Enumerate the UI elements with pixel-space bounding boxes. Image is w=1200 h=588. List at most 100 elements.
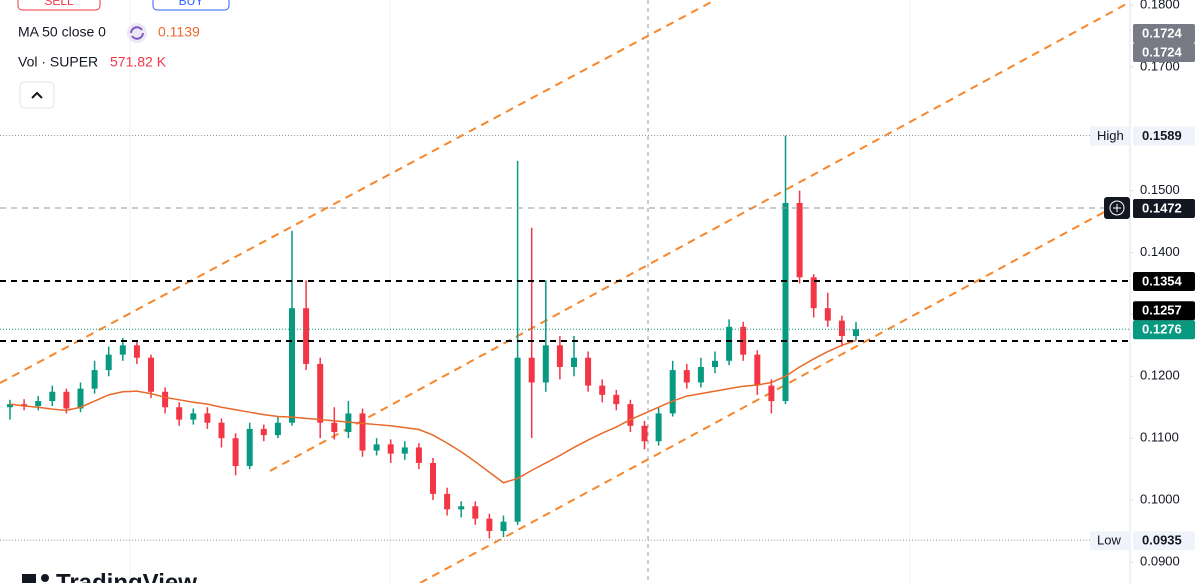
candle-body: [556, 345, 563, 368]
candle-body: [782, 202, 789, 402]
candle-body: [190, 413, 197, 420]
candle-body: [571, 357, 577, 368]
ma-line: [9, 339, 857, 484]
candle-body: [754, 354, 761, 386]
candle-body: [458, 506, 465, 510]
candle-body: [289, 308, 295, 423]
logo-dot: [41, 574, 49, 582]
logo-text: TradingView: [56, 569, 197, 583]
candle-body: [613, 394, 620, 405]
candle-body: [726, 326, 733, 361]
logo-mark: [22, 574, 36, 588]
price-tag-label: 0.1589: [1142, 128, 1182, 143]
candle-body: [472, 506, 479, 519]
candle-body: [824, 308, 831, 321]
candle-body: [317, 363, 324, 423]
candle-body: [853, 329, 859, 337]
y-tick-label: 0.1500: [1140, 182, 1180, 197]
buy-label[interactable]: BUY: [179, 0, 204, 8]
candle-body: [415, 447, 422, 463]
candle-body: [373, 444, 380, 451]
price-tag-label: 0.0935: [1142, 533, 1182, 548]
candle-body: [641, 425, 648, 442]
price-tag-name: High: [1097, 128, 1124, 143]
price-tag-name-box: [1090, 126, 1130, 146]
candle-body: [585, 357, 592, 386]
candle-body: [63, 391, 70, 409]
crosshair-plus: [1113, 203, 1121, 212]
candle-body: [176, 407, 183, 420]
candle-body: [514, 357, 521, 522]
price-tag-name: Low: [1097, 533, 1121, 548]
sell-button[interactable]: [17, 0, 101, 11]
grid: [129, 0, 911, 583]
y-tick-label: 0.1200: [1140, 368, 1180, 383]
price-tag-label: 0.1724: [1142, 44, 1183, 59]
price-tag: [1133, 198, 1195, 218]
candle-body: [204, 413, 211, 423]
candle-body: [683, 370, 690, 383]
candle-body: [359, 413, 366, 451]
price-tag: [1133, 42, 1195, 62]
price-tag: [1133, 271, 1195, 291]
price-axis: 0.18000.17000.15000.14000.13000.12000.11…: [1090, 0, 1195, 568]
candle-body: [768, 385, 775, 402]
ma-label: MA 50 close 0: [18, 24, 106, 40]
candle-body: [599, 385, 606, 395]
y-tick-label: 0.0900: [1140, 553, 1180, 568]
candle-body: [232, 438, 239, 467]
candle-body: [838, 320, 845, 337]
crosshair-plus-ring: [1109, 200, 1125, 216]
candle-body: [7, 404, 13, 408]
candle-body: [303, 308, 310, 364]
candle-body: [669, 370, 676, 414]
candle-body: [430, 462, 436, 494]
price-tag-name-box: [1090, 531, 1130, 551]
ma-value: 0.1139: [158, 24, 200, 40]
price-tag-label: 0.1724: [1142, 25, 1183, 40]
candle-body: [91, 370, 98, 389]
vol-label: Vol · SUPER: [18, 54, 98, 70]
collapse-icon: [31, 91, 43, 99]
candle-body: [246, 428, 253, 467]
candle-body: [35, 401, 42, 406]
sell-label[interactable]: SELL: [44, 0, 74, 8]
price-tag: [1133, 320, 1195, 340]
candle-body: [486, 518, 493, 532]
candle-body: [627, 404, 634, 426]
y-tick-label: 0.1100: [1140, 430, 1179, 445]
candle-body: [162, 391, 169, 408]
price-tag: [1133, 126, 1195, 146]
y-tick-label: 0.1400: [1140, 244, 1180, 259]
buy-button[interactable]: [152, 0, 230, 11]
vol-value: 571.82 K: [110, 54, 167, 70]
price-tag: [1133, 531, 1195, 551]
channel-lines: [0, 0, 1131, 584]
ma-icon[interactable]: [127, 23, 147, 43]
price-tag: [1133, 301, 1195, 321]
price-tag-label: 0.1472: [1142, 200, 1182, 215]
legend: SELL BUY MA 50 close 0 0.1139 Vol · SUPE…: [17, 0, 230, 109]
candle-body: [331, 422, 338, 432]
candle-body: [712, 360, 718, 368]
candle-body: [119, 345, 126, 355]
candle-body: [133, 345, 140, 358]
collapse-button[interactable]: [19, 81, 55, 109]
candle-body: [796, 202, 803, 278]
price-tag-label: 0.1276: [1142, 322, 1182, 337]
y-tick-label: 0.1000: [1140, 492, 1180, 507]
candle-body: [528, 357, 535, 383]
price-tag: [1133, 23, 1195, 43]
candle-body: [697, 367, 704, 383]
candle-body: [260, 428, 267, 436]
candle-body: [500, 521, 507, 532]
ma-icon-arrows: [130, 26, 144, 40]
y-tick-label: 0.1700: [1140, 58, 1180, 73]
price-tag-label: 0.1257: [1142, 303, 1182, 318]
candle-body: [21, 404, 28, 406]
plot: [0, 135, 1130, 541]
candle-body: [655, 413, 662, 442]
candle-body: [105, 354, 112, 371]
candle-body: [740, 326, 747, 355]
